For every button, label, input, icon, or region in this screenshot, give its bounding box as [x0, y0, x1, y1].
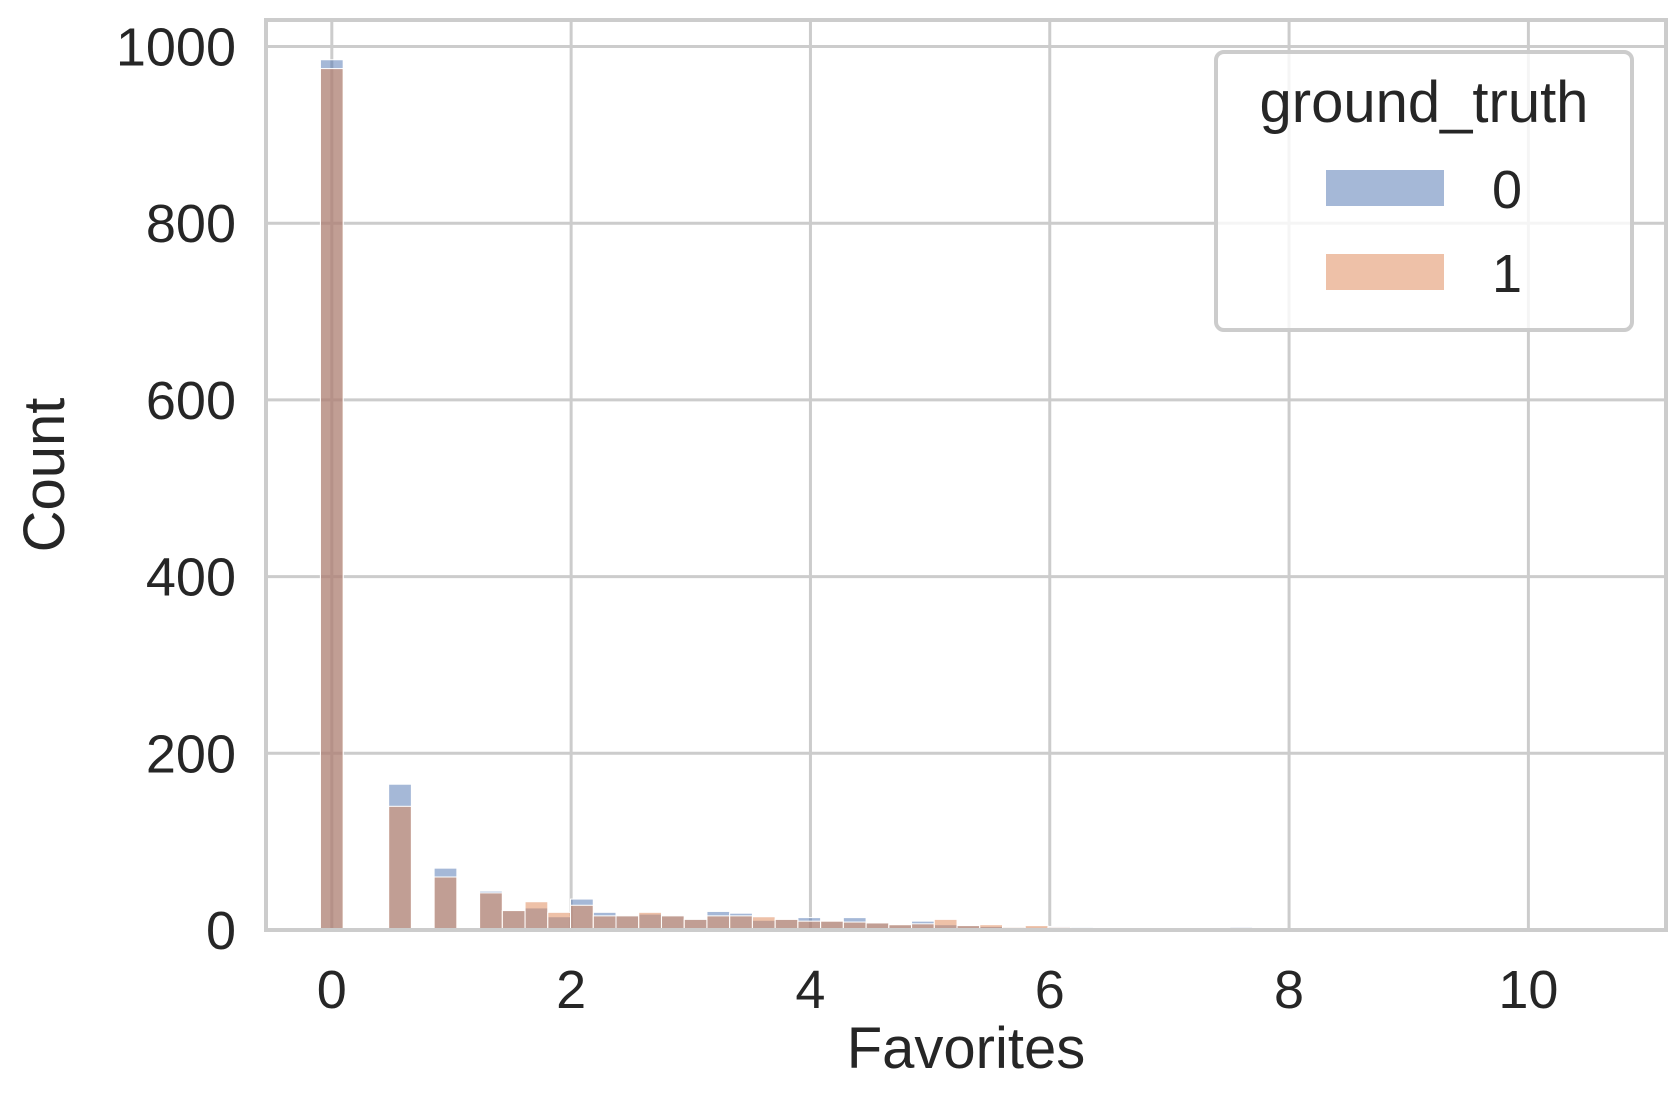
histogram-bar-series-1 — [479, 892, 503, 931]
y-axis-title: Count — [12, 398, 77, 553]
legend-swatch-0 — [1326, 170, 1444, 206]
legend-swatch-1 — [1326, 254, 1444, 290]
x-tick-label: 4 — [795, 960, 825, 1020]
histogram-bar-series-1 — [592, 915, 617, 931]
legend-label-0: 0 — [1492, 160, 1522, 220]
x-tick-label: 6 — [1035, 960, 1065, 1020]
histogram-bar-series-1 — [729, 915, 753, 931]
histogram-bar-series-1 — [433, 876, 458, 931]
x-tick-label: 0 — [317, 960, 347, 1020]
histogram-bar-series-1 — [547, 911, 572, 931]
y-tick-label: 800 — [146, 194, 236, 254]
x-tick-label: 8 — [1274, 960, 1304, 1020]
y-tick-label: 200 — [146, 724, 236, 784]
x-tick-label: 2 — [556, 960, 586, 1020]
histogram-bar-series-1 — [570, 904, 594, 931]
legend: ground_truth 0 1 — [1214, 50, 1634, 332]
histogram-bar-series-1 — [660, 915, 685, 931]
x-tick-labels: 0 2 4 6 8 10 — [317, 960, 1559, 1020]
legend-label-1: 1 — [1492, 244, 1522, 304]
histogram-bar-series-1 — [319, 68, 344, 931]
legend-title: ground_truth — [1260, 70, 1589, 135]
histogram-bar-series-1 — [524, 901, 549, 931]
histogram-bar-series-1 — [501, 910, 526, 931]
histogram-bar-series-1 — [706, 915, 731, 931]
histogram-bar-series-1 — [638, 911, 662, 931]
plot-frame — [264, 18, 1668, 932]
y-tick-label: 1000 — [116, 18, 236, 78]
x-tick-label: 10 — [1498, 960, 1558, 1020]
y-tick-label: 0 — [206, 901, 236, 961]
y-tick-label: 400 — [146, 548, 236, 608]
histogram-bar-series-1 — [615, 915, 640, 931]
y-tick-label: 600 — [146, 371, 236, 431]
y-tick-labels: 0 200 400 600 800 1000 — [116, 18, 236, 961]
x-axis-title: Favorites — [847, 1016, 1086, 1081]
histogram-bar-series-1 — [388, 805, 412, 931]
